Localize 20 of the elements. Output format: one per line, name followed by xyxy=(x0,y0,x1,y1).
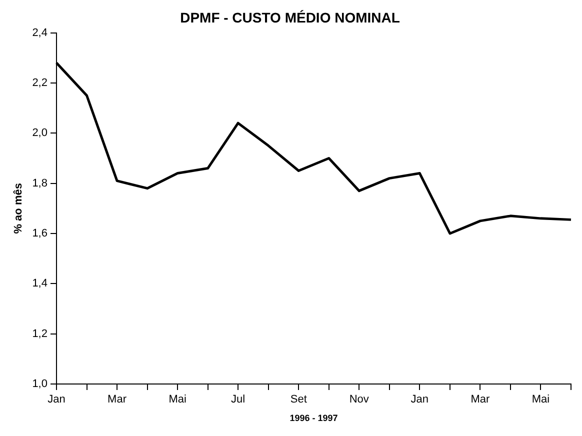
x-tick-label: Nov xyxy=(349,394,370,406)
x-axis-title: 1996 - 1997 xyxy=(290,413,338,424)
x-tick-label: Mai xyxy=(168,394,186,406)
y-tick-label: 1,0 xyxy=(32,378,48,390)
y-tick-label: 1,6 xyxy=(32,228,48,240)
x-tick-label: Mai xyxy=(532,394,550,406)
y-tick-label: 2,0 xyxy=(32,127,48,140)
y-tick-label: 2,4 xyxy=(32,26,48,39)
chart-title: DPMF - CUSTO MÉDIO NOMINAL xyxy=(180,9,400,26)
x-tick-label: Jan xyxy=(48,394,66,406)
x-tick-label: Mar xyxy=(108,394,127,406)
y-tick-label: 2,2 xyxy=(32,77,48,90)
x-tick-label: Set xyxy=(290,394,307,406)
y-tick-label: 1,2 xyxy=(32,328,48,340)
x-tick-label: Jan xyxy=(410,394,429,406)
y-axis-title: % ao mês xyxy=(12,183,25,234)
y-tick-label: 1,4 xyxy=(32,278,48,290)
y-tick-label: 1,8 xyxy=(32,177,48,190)
x-tick-label: Jul xyxy=(231,394,246,406)
x-tick-label: Mar xyxy=(470,394,490,406)
